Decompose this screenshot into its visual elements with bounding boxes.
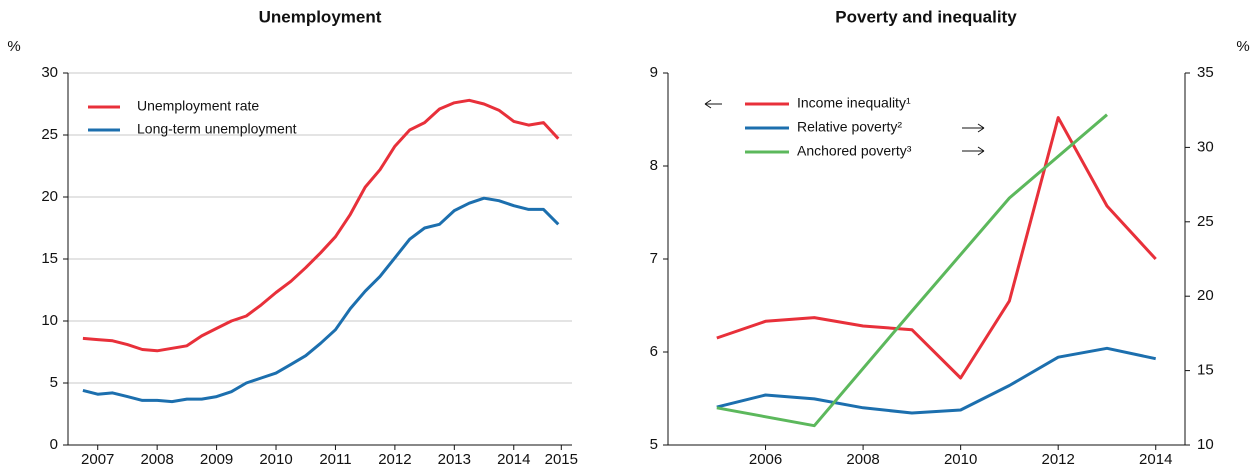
- x-tick-label: 2007: [81, 451, 114, 468]
- x-tick-label: 2011: [319, 451, 351, 468]
- y-tick-label: 15: [41, 250, 58, 267]
- chart-title: Unemployment: [259, 7, 382, 26]
- chart-title: Poverty and inequality: [835, 7, 1017, 26]
- x-tick-label: 2009: [200, 451, 233, 468]
- legend-label: Long-term unemployment: [137, 121, 297, 137]
- x-tick-label: 2013: [438, 451, 471, 468]
- y-tick-label: 30: [41, 64, 58, 81]
- series-line: [82, 98, 560, 353]
- legend-label: Unemployment rate: [137, 98, 259, 114]
- x-tick-label: 2010: [944, 451, 977, 468]
- y-unit: %: [7, 38, 20, 55]
- series-line: [716, 346, 1157, 415]
- right-arrow: [962, 123, 985, 133]
- series-line: [716, 113, 1108, 428]
- right-arrow: [962, 146, 985, 156]
- y-tick-label: 5: [50, 374, 58, 391]
- series-line: [82, 196, 560, 404]
- x-tick-label: 2012: [1042, 451, 1075, 468]
- left-arrow: [704, 99, 722, 109]
- y-tick-label: 25: [41, 126, 58, 143]
- legend-label: Income inequality¹: [797, 95, 911, 111]
- y2-unit: %: [1236, 38, 1249, 55]
- x-tick-label: 2006: [749, 451, 782, 468]
- x-tick-label: 2008: [140, 451, 173, 468]
- x-tick-label: 2014: [497, 451, 530, 468]
- y2-tick-label: 10: [1197, 436, 1214, 453]
- y2-tick-label: 15: [1197, 362, 1214, 379]
- y-tick-label: 6: [650, 343, 658, 360]
- x-tick-label: 2012: [378, 451, 411, 468]
- y2-tick-label: 25: [1197, 213, 1214, 230]
- y2-tick-label: 35: [1197, 64, 1214, 81]
- y-tick-label: 20: [41, 188, 58, 205]
- y-tick-label: 8: [650, 157, 658, 174]
- y-tick-label: 10: [41, 312, 58, 329]
- axis-arrows: [704, 99, 985, 156]
- series-line: [716, 116, 1157, 380]
- y-tick-label: 5: [650, 436, 658, 453]
- x-tick-label: 2015: [545, 451, 578, 468]
- legend-label: Relative poverty²: [797, 119, 902, 135]
- x-tick-label: 2008: [846, 451, 879, 468]
- y-tick-label: 9: [650, 64, 658, 81]
- x-tick-label: 2010: [259, 451, 292, 468]
- y-tick-label: 0: [50, 436, 58, 453]
- x-tick-label: 2014: [1139, 451, 1172, 468]
- y2-tick-label: 30: [1197, 138, 1214, 155]
- y2-tick-label: 20: [1197, 287, 1214, 304]
- y-tick-label: 7: [650, 250, 658, 267]
- legend-label: Anchored poverty³: [797, 143, 912, 159]
